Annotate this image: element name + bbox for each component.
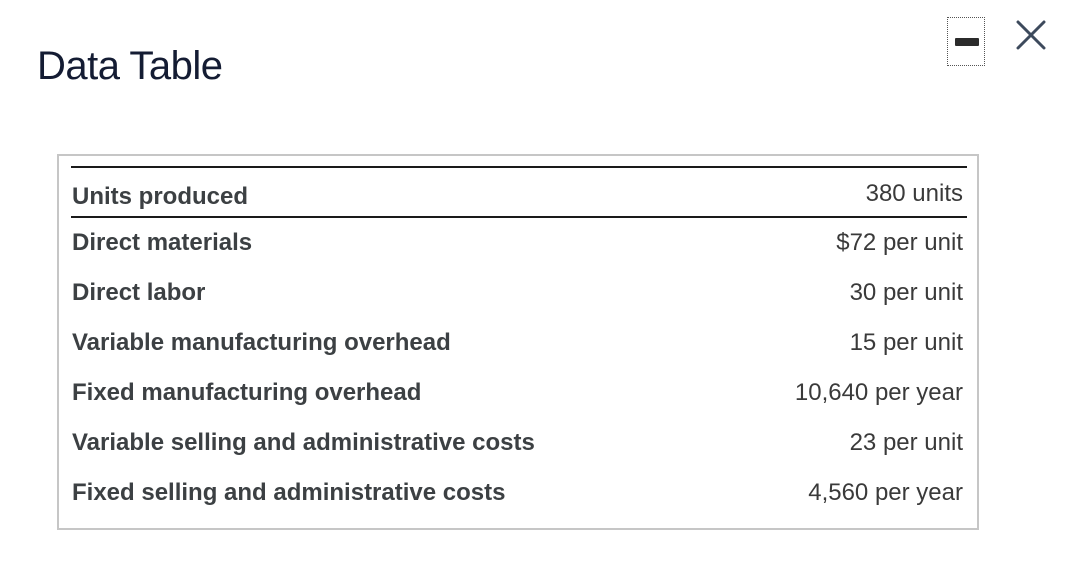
row-value: 4,560 per year bbox=[808, 479, 963, 506]
row-value: $72 per unit bbox=[836, 229, 963, 256]
row-label: Units produced bbox=[72, 183, 249, 210]
table-row-variable-selling-admin: Variable selling and administrative cost… bbox=[71, 418, 967, 468]
row-value: 30 per unit bbox=[849, 279, 963, 306]
row-value: 380 units bbox=[865, 180, 963, 207]
minimize-icon bbox=[955, 38, 979, 46]
data-table-body: Units produced 380 units Direct material… bbox=[71, 166, 967, 518]
row-value: 23 per unit bbox=[849, 429, 963, 456]
minimize-button[interactable] bbox=[947, 17, 985, 66]
data-table: Units produced 380 units Direct material… bbox=[57, 154, 979, 530]
table-row-units-produced: Units produced 380 units bbox=[71, 168, 967, 218]
row-label: Variable manufacturing overhead bbox=[72, 329, 451, 356]
row-value: 15 per unit bbox=[849, 329, 963, 356]
close-button[interactable] bbox=[1014, 18, 1048, 52]
row-label: Direct labor bbox=[72, 279, 206, 306]
row-value: 10,640 per year bbox=[794, 379, 963, 406]
row-label: Fixed selling and administrative costs bbox=[72, 479, 506, 506]
table-top-rule bbox=[71, 166, 967, 168]
table-row-fixed-selling-admin: Fixed selling and administrative costs 4… bbox=[71, 468, 967, 518]
table-row-fixed-manufacturing-overhead: Fixed manufacturing overhead 10,640 per … bbox=[71, 368, 967, 418]
table-row-variable-manufacturing-overhead: Variable manufacturing overhead 15 per u… bbox=[71, 318, 967, 368]
dialog-title: Data Table bbox=[37, 44, 223, 88]
row-label: Fixed manufacturing overhead bbox=[72, 379, 422, 406]
row-label: Variable selling and administrative cost… bbox=[72, 429, 535, 456]
row-label: Direct materials bbox=[72, 229, 253, 256]
close-icon bbox=[1016, 20, 1046, 50]
table-row-direct-labor: Direct labor 30 per unit bbox=[71, 268, 967, 318]
table-row-direct-materials: Direct materials $72 per unit bbox=[71, 218, 967, 268]
